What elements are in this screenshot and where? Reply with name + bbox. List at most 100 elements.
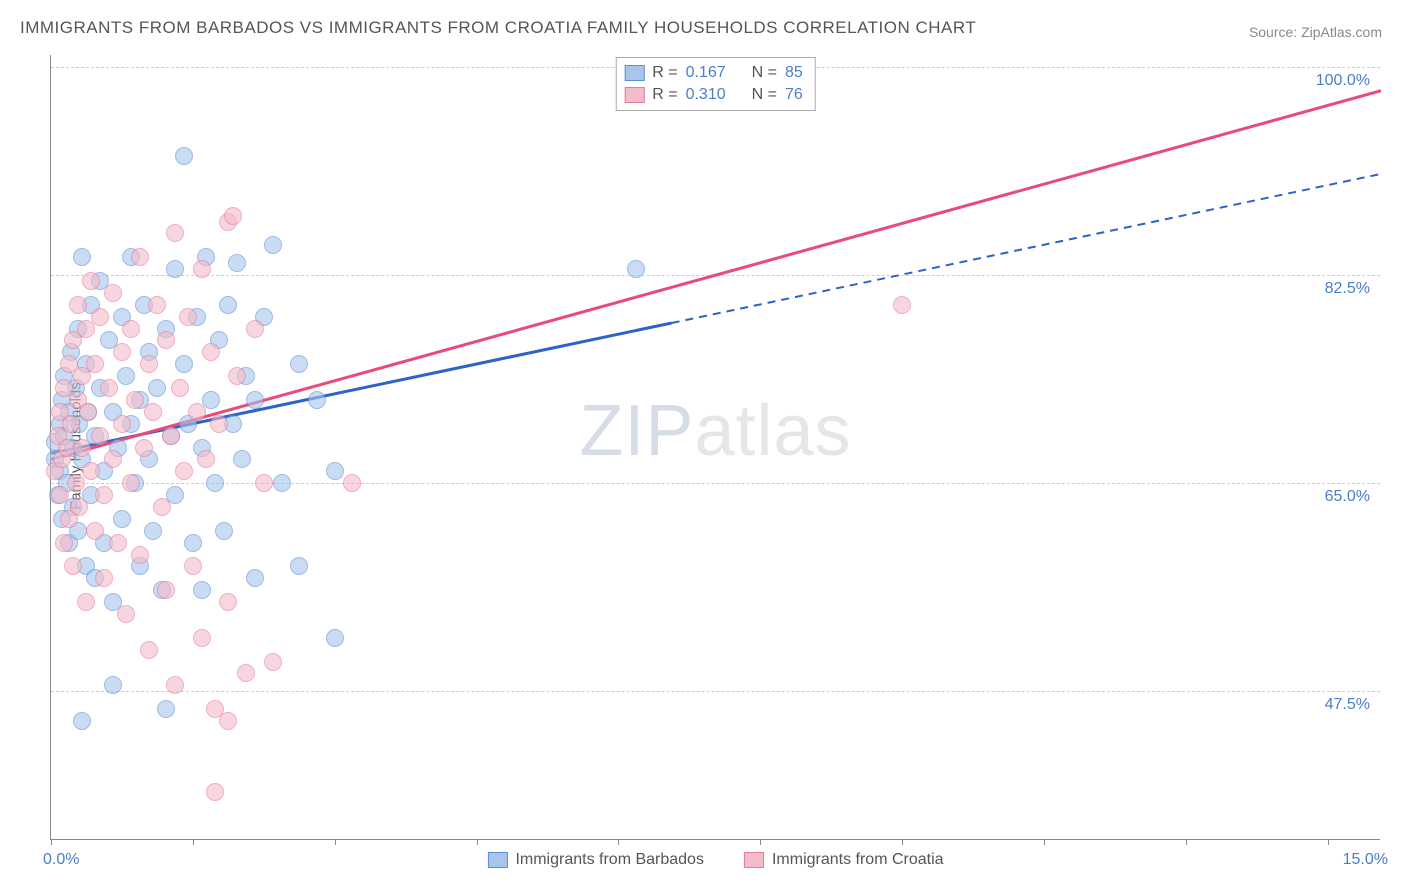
scatter-point-croatia — [104, 284, 122, 302]
r-value-croatia: 0.310 — [686, 84, 726, 106]
scatter-point-croatia — [171, 379, 189, 397]
scatter-point-barbados — [206, 474, 224, 492]
scatter-point-croatia — [55, 534, 73, 552]
scatter-point-croatia — [79, 403, 97, 421]
legend-swatch-barbados — [624, 65, 644, 81]
scatter-point-croatia — [210, 415, 228, 433]
scatter-point-croatia — [219, 593, 237, 611]
scatter-point-croatia — [104, 450, 122, 468]
scatter-point-croatia — [113, 415, 131, 433]
legend-swatch-barbados-b — [487, 852, 507, 868]
gridline — [51, 275, 1380, 276]
x-tick — [193, 839, 194, 845]
scatter-point-croatia — [228, 367, 246, 385]
scatter-point-barbados — [104, 676, 122, 694]
y-tick-label: 47.5% — [1325, 696, 1370, 714]
plot-area: ZIPatlas 47.5%65.0%82.5%100.0% R = 0.167… — [50, 55, 1380, 840]
x-tick — [760, 839, 761, 845]
x-tick — [1328, 839, 1329, 845]
scatter-point-croatia — [126, 391, 144, 409]
scatter-point-croatia — [77, 593, 95, 611]
legend-series: Immigrants from Barbados Immigrants from… — [487, 851, 943, 869]
legend-correlation-box: R = 0.167 N = 85 R = 0.310 N = 76 — [615, 57, 816, 111]
y-tick-label: 100.0% — [1316, 72, 1370, 90]
gridline — [51, 691, 1380, 692]
scatter-point-croatia — [197, 450, 215, 468]
scatter-point-croatia — [131, 248, 149, 266]
y-tick-label: 82.5% — [1325, 280, 1370, 298]
scatter-point-barbados — [264, 236, 282, 254]
scatter-point-barbados — [73, 712, 91, 730]
watermark-part2: atlas — [694, 391, 851, 471]
watermark-part1: ZIP — [579, 391, 694, 471]
scatter-point-barbados — [290, 355, 308, 373]
scatter-point-croatia — [224, 207, 242, 225]
legend-label-croatia: Immigrants from Croatia — [772, 851, 944, 869]
source-label: Source: ZipAtlas.com — [1249, 24, 1382, 40]
scatter-point-croatia — [219, 712, 237, 730]
scatter-point-croatia — [100, 379, 118, 397]
x-tick — [477, 839, 478, 845]
scatter-point-croatia — [202, 343, 220, 361]
r-value-barbados: 0.167 — [686, 62, 726, 84]
watermark: ZIPatlas — [579, 390, 851, 472]
scatter-point-barbados — [627, 260, 645, 278]
scatter-point-croatia — [206, 783, 224, 801]
scatter-point-croatia — [140, 641, 158, 659]
chart-title: IMMIGRANTS FROM BARBADOS VS IMMIGRANTS F… — [20, 18, 976, 38]
legend-row-croatia: R = 0.310 N = 76 — [624, 84, 803, 106]
scatter-point-barbados — [273, 474, 291, 492]
scatter-point-croatia — [95, 569, 113, 587]
scatter-point-barbados — [246, 569, 264, 587]
scatter-point-croatia — [82, 272, 100, 290]
n-value-croatia: 76 — [785, 84, 803, 106]
scatter-point-croatia — [184, 557, 202, 575]
scatter-point-croatia — [175, 462, 193, 480]
scatter-point-barbados — [144, 522, 162, 540]
scatter-point-croatia — [64, 557, 82, 575]
scatter-point-barbados — [148, 379, 166, 397]
scatter-point-barbados — [175, 355, 193, 373]
legend-item-barbados: Immigrants from Barbados — [487, 851, 704, 869]
scatter-point-croatia — [148, 296, 166, 314]
scatter-point-croatia — [237, 664, 255, 682]
scatter-point-croatia — [67, 474, 85, 492]
legend-item-croatia: Immigrants from Croatia — [744, 851, 944, 869]
legend-swatch-croatia-b — [744, 852, 764, 868]
scatter-point-croatia — [62, 415, 80, 433]
x-tick — [1186, 839, 1187, 845]
scatter-point-croatia — [166, 676, 184, 694]
scatter-point-barbados — [326, 629, 344, 647]
x-tick-right: 15.0% — [1343, 851, 1388, 869]
scatter-point-barbados — [290, 557, 308, 575]
scatter-point-croatia — [153, 498, 171, 516]
scatter-point-barbados — [184, 534, 202, 552]
x-tick — [335, 839, 336, 845]
scatter-point-croatia — [135, 439, 153, 457]
scatter-point-croatia — [113, 343, 131, 361]
scatter-point-barbados — [73, 248, 91, 266]
scatter-point-barbados — [166, 260, 184, 278]
scatter-point-croatia — [162, 427, 180, 445]
scatter-point-croatia — [179, 308, 197, 326]
scatter-point-barbados — [233, 450, 251, 468]
scatter-point-croatia — [82, 462, 100, 480]
scatter-point-croatia — [86, 522, 104, 540]
scatter-point-croatia — [188, 403, 206, 421]
scatter-point-barbados — [228, 254, 246, 272]
scatter-point-croatia — [157, 581, 175, 599]
scatter-point-barbados — [308, 391, 326, 409]
legend-row-barbados: R = 0.167 N = 85 — [624, 62, 803, 84]
scatter-point-croatia — [122, 474, 140, 492]
scatter-point-croatia — [255, 474, 273, 492]
x-tick — [1044, 839, 1045, 845]
scatter-point-croatia — [95, 486, 113, 504]
x-tick — [51, 839, 52, 845]
x-tick — [902, 839, 903, 845]
scatter-point-barbados — [113, 510, 131, 528]
scatter-point-croatia — [73, 439, 91, 457]
scatter-point-croatia — [246, 320, 264, 338]
scatter-point-croatia — [91, 427, 109, 445]
scatter-point-croatia — [51, 486, 69, 504]
scatter-point-croatia — [109, 534, 127, 552]
